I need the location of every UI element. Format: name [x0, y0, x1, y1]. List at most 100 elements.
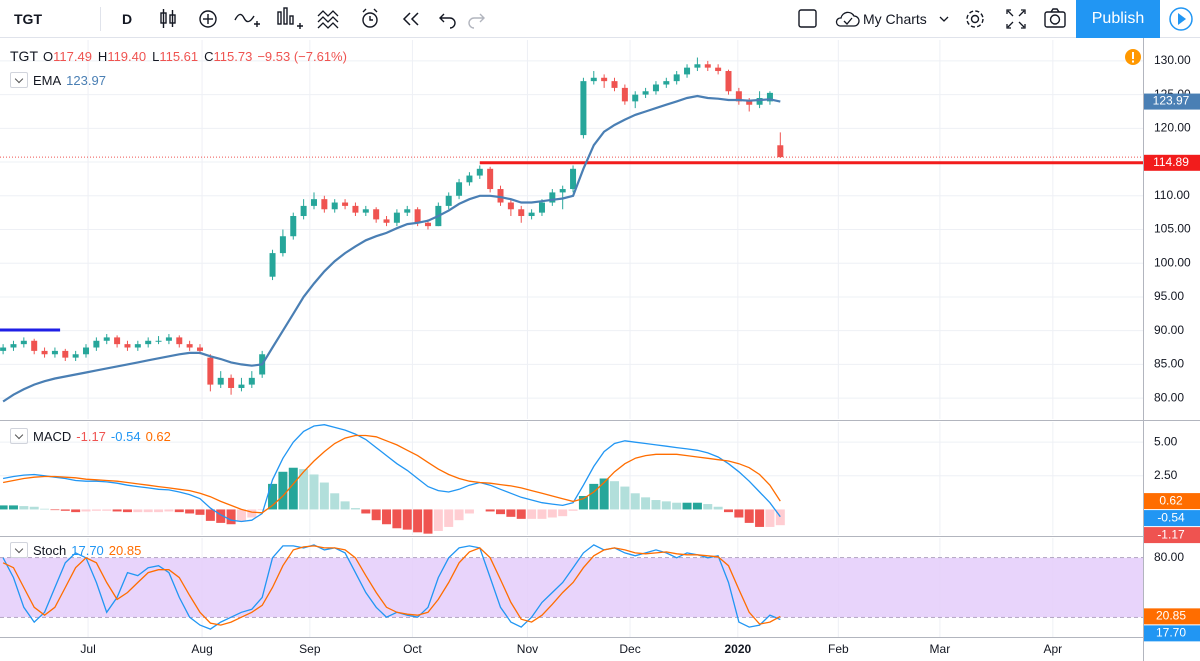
histogram-bar: [392, 509, 402, 529]
collapse-button[interactable]: [10, 428, 28, 444]
candle-body: [20, 340, 27, 345]
histogram-bar: [185, 509, 195, 514]
candle-body: [165, 337, 172, 341]
histogram-bar: [496, 509, 506, 515]
compare-icon[interactable]: [196, 0, 220, 38]
histogram-bar: [288, 467, 298, 510]
alert-icon[interactable]: [356, 0, 384, 38]
chart-style-icon[interactable]: [156, 0, 180, 38]
histogram-bar: [599, 478, 609, 510]
histogram-bar: [133, 509, 143, 513]
candle-body: [632, 94, 639, 102]
warning-icon[interactable]: [1124, 48, 1142, 66]
candle-body: [269, 253, 276, 277]
candle-body: [684, 67, 691, 75]
ema-badge-label: 123.97: [1153, 94, 1190, 108]
publish-button[interactable]: Publish: [1076, 0, 1160, 38]
value-badge-label: 20.85: [1156, 609, 1186, 623]
candle-body: [590, 77, 597, 82]
layout-menu-chevron[interactable]: [938, 0, 950, 38]
histogram-bar: [29, 506, 39, 510]
histogram-bar: [143, 509, 153, 513]
x-tick-label: 2020: [724, 642, 751, 656]
financials-icon[interactable]: [274, 0, 304, 38]
candle-body: [611, 81, 618, 88]
candle-body: [735, 91, 742, 102]
histogram-bar: [516, 509, 526, 519]
histogram-bar: [620, 486, 630, 510]
legend-symbol: TGT: [10, 48, 38, 64]
histogram-bar: [112, 509, 122, 512]
legend-value: 123.97: [66, 72, 106, 88]
candle-body: [207, 357, 214, 385]
ohlc-label: H: [97, 48, 108, 64]
x-tick-label: Apr: [1044, 642, 1063, 656]
candle-body: [621, 87, 628, 102]
histogram-bar: [247, 509, 257, 518]
histogram-bar: [651, 500, 661, 510]
histogram-bar: [630, 493, 640, 510]
x-tick-label: Feb: [828, 642, 849, 656]
histogram-bar: [361, 509, 371, 514]
histogram-bar: [91, 509, 101, 511]
histogram-bar: [568, 509, 578, 511]
candle-body: [300, 205, 307, 217]
stream-icon[interactable]: [1162, 0, 1200, 38]
ohlc-value: 117.49: [53, 48, 92, 64]
ohlc-item: C115.73: [204, 49, 252, 64]
x-tick-label: Mar: [930, 642, 951, 656]
candle-body: [31, 340, 38, 351]
cloud-icon[interactable]: [834, 0, 860, 38]
candle-body: [342, 202, 349, 206]
indicators-icon[interactable]: [232, 0, 262, 38]
candle-body: [124, 344, 131, 348]
histogram-bar: [610, 481, 620, 510]
histogram-bar: [682, 502, 692, 510]
symbol[interactable]: TGT: [14, 11, 42, 27]
snapshot-icon[interactable]: [1041, 0, 1069, 38]
redo-icon[interactable]: [466, 0, 488, 38]
undo-icon[interactable]: [436, 0, 458, 38]
histogram-bar: [672, 502, 682, 510]
histogram-bar: [775, 509, 785, 526]
histogram-bar: [319, 482, 329, 510]
histogram-bar: [413, 509, 423, 533]
candle-body: [196, 347, 203, 351]
value-badge: [1144, 510, 1200, 527]
candle-body: [0, 347, 7, 351]
histogram-bar: [402, 509, 412, 530]
histogram-bar: [382, 509, 392, 525]
ohlc-value: 115.73: [213, 48, 253, 64]
y-tick-label: 105.00: [1154, 222, 1191, 236]
collapse-button[interactable]: [10, 542, 28, 558]
histogram-bar: [257, 509, 267, 511]
collapse-button[interactable]: [10, 72, 28, 88]
candle-body: [362, 209, 369, 213]
layout-name[interactable]: My Charts: [863, 11, 927, 27]
histogram-bar: [547, 509, 557, 518]
layout-checkbox[interactable]: [796, 0, 820, 38]
histogram-bar: [744, 509, 754, 523]
histogram-bar: [713, 506, 723, 510]
histogram-bar: [537, 509, 547, 519]
candle-body: [62, 350, 69, 358]
candle-body: [601, 77, 608, 82]
replay-icon[interactable]: [398, 0, 424, 38]
candle-body: [487, 168, 494, 190]
histogram-bar: [309, 474, 319, 510]
fullscreen-icon[interactable]: [1003, 0, 1029, 38]
value-badge-label: -1.17: [1157, 527, 1185, 541]
settings-icon[interactable]: [962, 0, 988, 38]
ohlc-item: O117.49: [43, 49, 92, 64]
histogram-bar: [734, 509, 744, 518]
divider: [100, 7, 101, 31]
legend-value: -1.17: [76, 428, 106, 444]
candle-body: [570, 168, 577, 190]
interval[interactable]: D: [122, 11, 133, 27]
candle-body: [404, 209, 411, 213]
value-badge-label: -0.54: [1157, 510, 1185, 524]
templates-icon[interactable]: [314, 0, 342, 38]
candle-body: [290, 216, 297, 237]
